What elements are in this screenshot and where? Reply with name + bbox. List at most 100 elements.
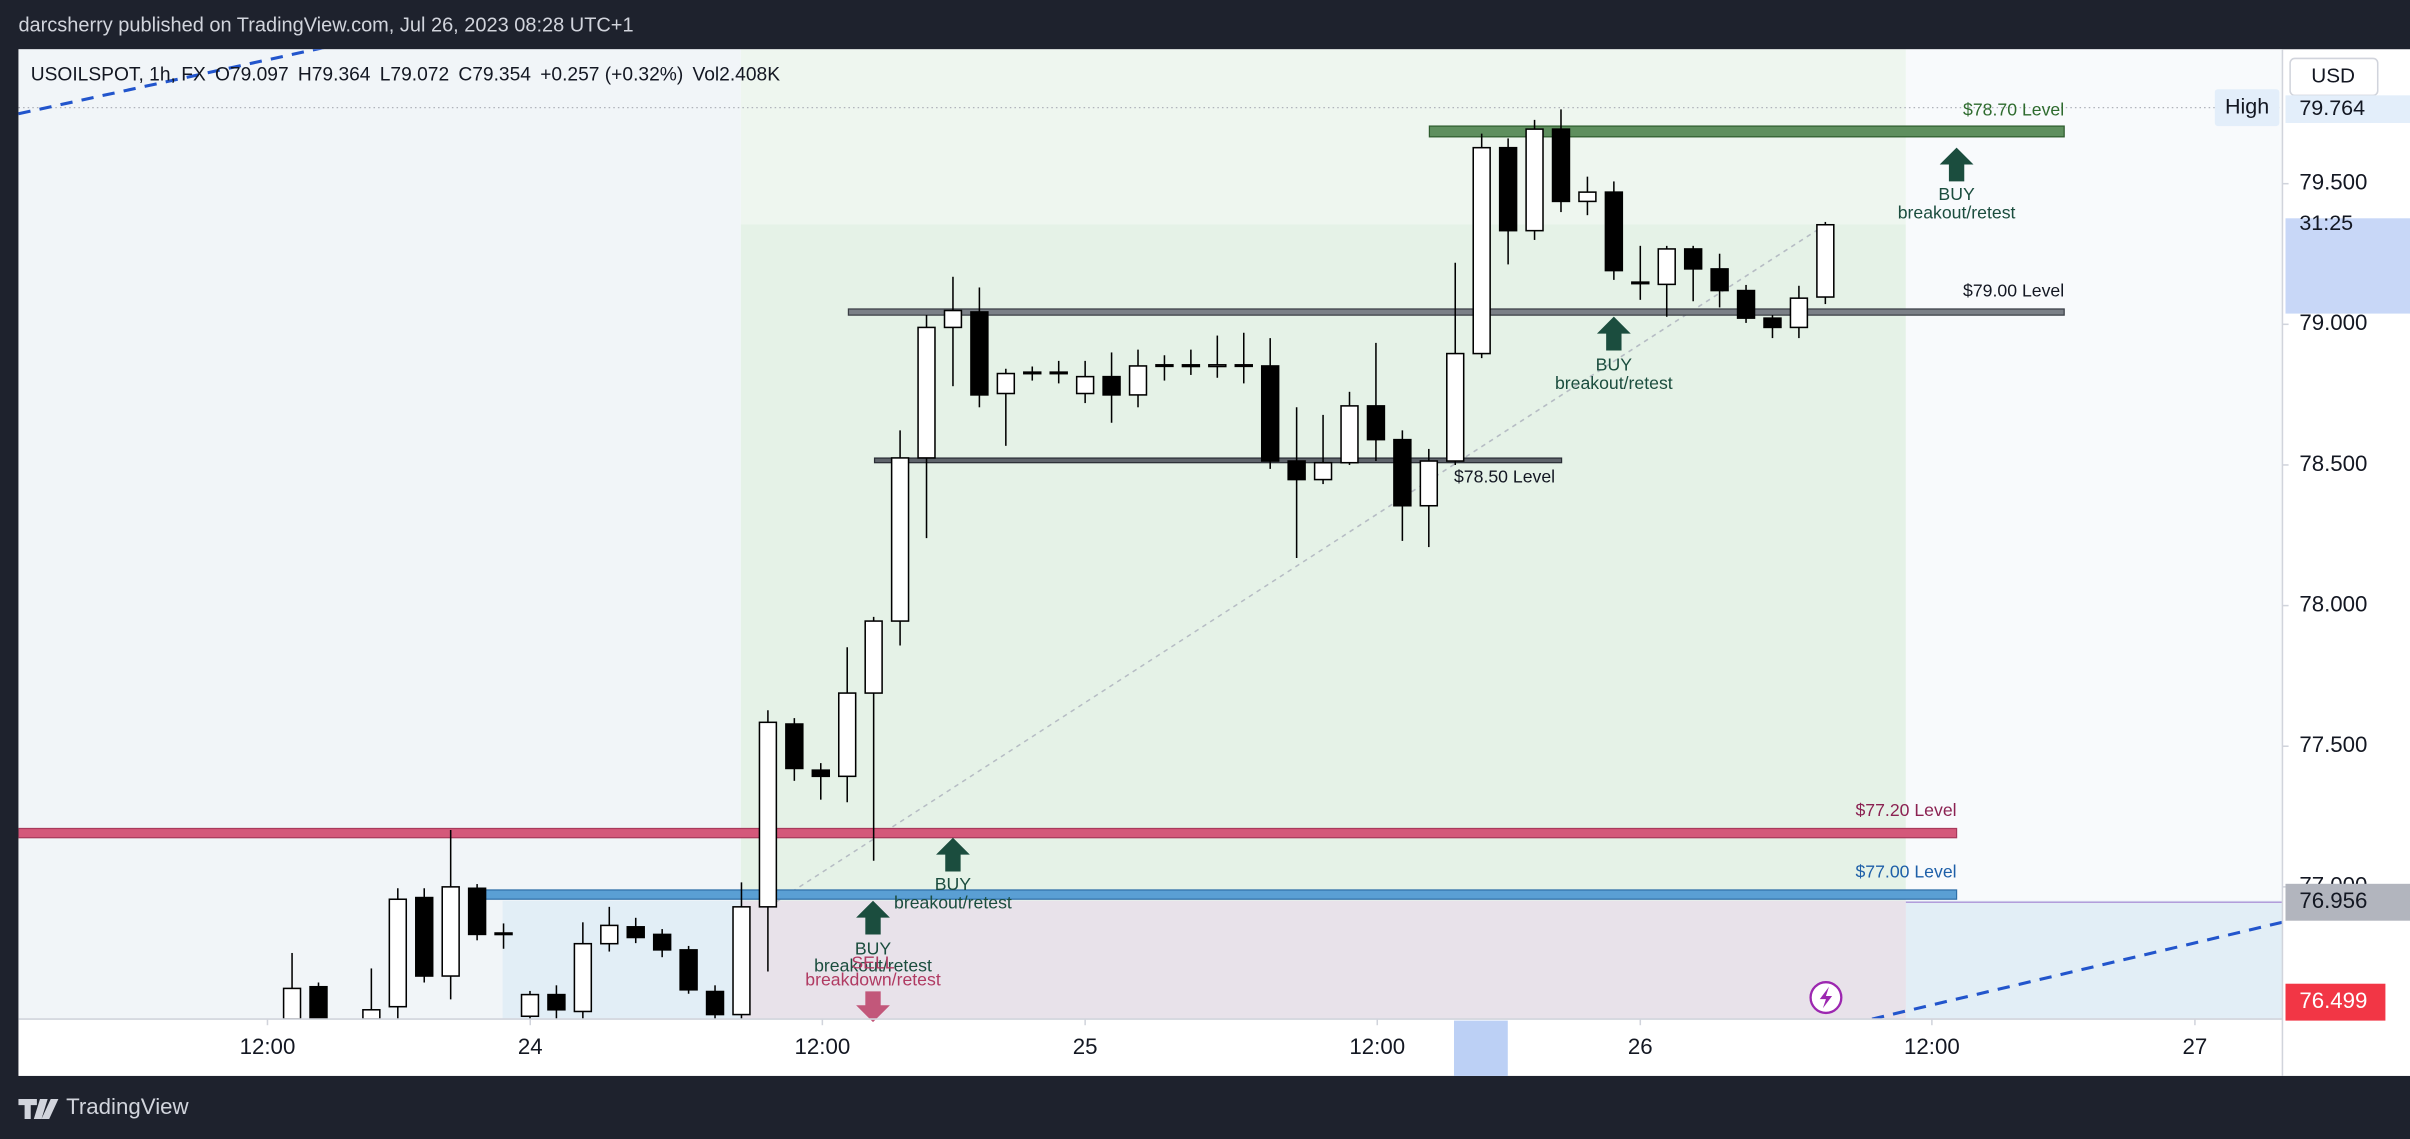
publisher: darcsherry published on TradingView.com,… (18, 14, 633, 36)
candle-body (996, 372, 1016, 395)
candle-body (1208, 364, 1227, 368)
candle-body (1393, 438, 1412, 507)
signal-label: breakdown/retest (805, 969, 941, 989)
candle-body (309, 985, 328, 1020)
candle-body (1736, 289, 1756, 319)
candle-body (1155, 364, 1174, 368)
alert-bolt (1819, 986, 1833, 1009)
y-tick-label: 78.000 (2299, 591, 2367, 616)
signal-arrow (936, 837, 970, 872)
signal-label: breakout/retest (894, 892, 1012, 912)
signal-arrow (856, 900, 890, 935)
signal-action: BUY (855, 939, 892, 959)
target-zone (740, 224, 1906, 901)
last-price-box (2285, 983, 2386, 1021)
candle-body (652, 933, 672, 951)
candle-body (1657, 248, 1676, 286)
candle-body (943, 309, 963, 329)
candle-body (282, 987, 302, 1020)
legend-close: C79.354 (458, 64, 531, 85)
candle-body (1683, 248, 1703, 270)
high-price-box (2285, 95, 2410, 124)
legend-change: +0.257 (+0.32%) (540, 64, 683, 85)
candle-body (1102, 375, 1121, 396)
level-label: $77.20 Level (1855, 800, 1956, 820)
signal-arrow (1596, 316, 1631, 351)
crosshair-price-box (2285, 883, 2410, 921)
candle-body (758, 721, 778, 908)
x-tick-label: 12:00 (1904, 1034, 1960, 1059)
legend-volume: Vol2.408K (692, 64, 780, 85)
level-line (1428, 125, 2065, 138)
dashed-line (1871, 920, 2283, 1020)
legend-low: L79.072 (380, 64, 449, 85)
candle-body (494, 932, 513, 936)
level-label: $78.50 Level (1454, 467, 1555, 487)
candle-body (1023, 371, 1042, 375)
level-label: $79.00 Level (1963, 281, 2064, 301)
candle-body (837, 692, 857, 778)
candle-body (1710, 268, 1729, 292)
candle-body (1604, 191, 1624, 272)
candle-body (1446, 352, 1465, 462)
level-line (483, 889, 1958, 900)
candle-body (441, 886, 460, 977)
candle-body (626, 926, 645, 939)
legend-open: O79.097 (215, 64, 289, 85)
level-line (873, 457, 1563, 464)
candle-body (1260, 365, 1280, 462)
candle-body (785, 723, 804, 770)
high-badge-box (2214, 89, 2280, 127)
candle-body (415, 896, 434, 977)
candle-body (1498, 146, 1518, 232)
candle-body (362, 1009, 381, 1020)
candle-body (1816, 223, 1835, 298)
level-label: $77.00 Level (1855, 862, 1956, 882)
x-tick-label: 27 (2183, 1034, 2208, 1059)
signal-arrow (1939, 147, 1974, 182)
candle-body (1472, 146, 1491, 355)
candle-body (1075, 375, 1095, 395)
brand-logo (18, 1098, 59, 1119)
candles (282, 109, 1835, 1020)
candle-body (705, 990, 725, 1016)
signal-label: breakout/retest (1898, 202, 2016, 222)
crosshair-price: 76.956 (2299, 888, 2367, 913)
candle-body (1128, 365, 1148, 396)
candle-body (1049, 371, 1068, 375)
candle-body (1366, 405, 1386, 441)
candle-body (1340, 405, 1359, 464)
x-tick-label: 25 (1073, 1034, 1098, 1059)
level-label: $78.70 Level (1963, 99, 2064, 119)
y-tick-label: 79.500 (2299, 170, 2367, 195)
candle-body (1789, 297, 1809, 329)
bg-left (18, 49, 741, 1020)
candle-body (890, 457, 910, 622)
bg-right (1905, 49, 2283, 1020)
countdown-box (2285, 218, 2410, 314)
currency: USD (2311, 64, 2355, 87)
stop-zone (740, 900, 1906, 1020)
candle-body (547, 993, 566, 1011)
signal-action: BUY (1596, 355, 1633, 375)
countdown: 31:25 (2299, 211, 2353, 235)
signal-action: BUY (935, 874, 972, 894)
candle-body (732, 906, 751, 1016)
candle-body (1287, 460, 1306, 481)
brand: TradingView (66, 1094, 189, 1119)
candle-body (1181, 364, 1201, 368)
candle-body (811, 769, 831, 778)
plot-background (18, 49, 2283, 1020)
legend: USOILSPOT, 1h, FX O79.097 H79.364 L79.072 C7… (31, 64, 780, 85)
candle-body (917, 326, 936, 459)
signal-action: BUY (1938, 184, 1975, 204)
trend-line (768, 223, 1827, 908)
candle-body (1525, 128, 1544, 232)
candle-body (864, 620, 883, 694)
y-tick-label: 79.000 (2299, 310, 2367, 335)
x-tick-label: 12:00 (1349, 1034, 1405, 1059)
levels (18, 125, 2065, 900)
candle-body (1313, 461, 1333, 481)
